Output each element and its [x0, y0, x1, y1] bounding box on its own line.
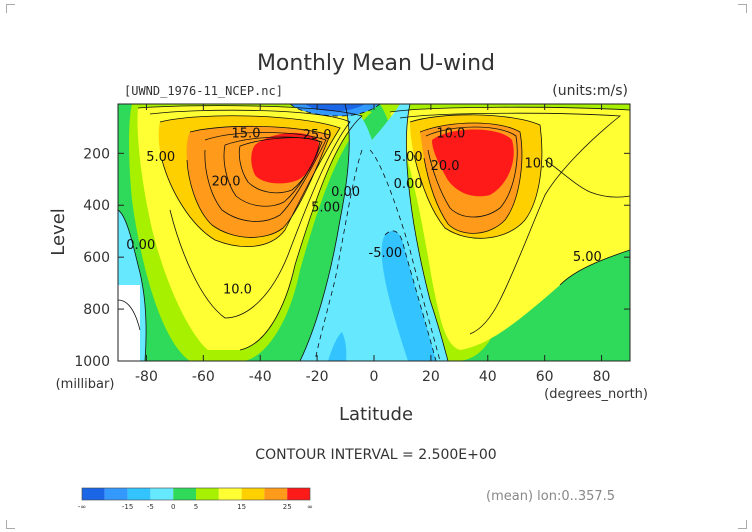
x-tick-label: 40 [479, 369, 497, 385]
contour-label: 15.0 [232, 127, 261, 142]
contour-label: 10.0 [223, 282, 252, 297]
contour-lines [118, 105, 630, 351]
missing-data-area [118, 285, 140, 361]
x-tick-label: 20 [422, 369, 440, 385]
colorbar-frame [81, 487, 311, 501]
y-tick-label: 400 [83, 198, 110, 214]
north-jet-core [432, 129, 514, 197]
colorbar-tick-label: 0 [171, 503, 175, 511]
colorbar-tick-label: -∞ [78, 503, 86, 511]
x-axis-unit: (degrees_north) [544, 387, 648, 402]
colorbar-swatch [264, 488, 288, 500]
colorbar-tick-label: 15 [237, 503, 246, 511]
contour-label: 5.00 [146, 150, 175, 165]
south-jet-core [251, 132, 319, 184]
x-tick-label: -60 [192, 369, 215, 385]
y-tick-label: 1000 [74, 354, 110, 370]
contour-label: 20.0 [431, 159, 460, 174]
colorbar-tick-label: -15 [122, 503, 133, 511]
y-tick-label: 800 [83, 302, 110, 318]
colorbar-swatch [127, 488, 151, 500]
colorbar-swatch [241, 488, 265, 500]
colorbar-tick-label: 5 [194, 503, 198, 511]
negative-contour-lines [289, 104, 441, 361]
colorbar-swatch [218, 488, 242, 500]
easterly-band-minus5 [381, 230, 436, 361]
x-tick-label: -20 [306, 369, 329, 385]
units-label: (units:m/s) [552, 83, 628, 99]
contour-label: 5.00 [311, 201, 340, 216]
contour-label: 0.00 [394, 177, 423, 192]
y-tick-label: 600 [83, 250, 110, 266]
x-tick-label: -80 [135, 369, 158, 385]
contour-interval-text: CONTOUR INTERVAL = 2.500E+00 [255, 447, 496, 463]
contour-label: 0.00 [331, 185, 360, 200]
contour-labels: 15.0 25.05.0020.05.000.000.0010.010.05.00… [126, 127, 602, 298]
y-axis-unit: (millibar) [56, 377, 115, 392]
colorbar-swatch [82, 488, 105, 500]
colorbar-swatch [150, 488, 174, 500]
x-tick-label: 80 [593, 369, 611, 385]
colorbar-tick-label: -5 [147, 503, 154, 511]
zero-contour-lines [118, 104, 449, 361]
crop-mark-top-left [6, 4, 15, 13]
y-tick-label: 200 [83, 146, 110, 162]
contour-label: 5.00 [573, 250, 602, 265]
x-tick-label: -40 [249, 369, 272, 385]
y-axis-title: Level [48, 208, 69, 256]
crop-mark-top-right [738, 4, 747, 13]
x-tick-label: 0 [370, 369, 379, 385]
dataset-label: [UWND_1976-11_NCEP.nc] [124, 84, 283, 98]
contour-label: 10.0 [436, 127, 465, 142]
x-tick-label: 60 [536, 369, 554, 385]
easterly-band-minus5-west [328, 332, 347, 361]
x-axis-title: Latitude [339, 404, 413, 425]
contour-label: -5.00 [369, 246, 403, 261]
colorbar-swatch [104, 488, 128, 500]
colorbar-tick-label: 25 [283, 503, 292, 511]
x-axis: -80 -60 -40 -20 0 20 40 60 80 [135, 104, 610, 385]
crop-mark-bottom-left [6, 520, 15, 529]
y-axis: 200 400 600 800 1000 [74, 146, 630, 370]
contour-label: 25.0 [303, 128, 332, 143]
crop-mark-bottom-right [738, 520, 747, 529]
colorbar-swatch [196, 488, 219, 500]
averaging-note: (mean) lon:0..357.5 [486, 489, 615, 504]
contour-label: 10.0 [525, 156, 554, 171]
contour-label: 20.0 [212, 175, 241, 190]
contour-label: 0.00 [126, 238, 155, 253]
contour-label: 5.00 [394, 150, 423, 165]
colorbar: -∞ -15 -5 0 5 15 25 ∞ [78, 487, 313, 511]
colorbar-swatch [173, 488, 196, 500]
contour-field: 15.0 25.05.0020.05.000.000.0010.010.05.00… [118, 104, 630, 361]
colorbar-swatch [287, 488, 310, 500]
colorbar-tick-label: ∞ [307, 503, 313, 511]
chart-title: Monthly Mean U-wind [257, 51, 495, 76]
